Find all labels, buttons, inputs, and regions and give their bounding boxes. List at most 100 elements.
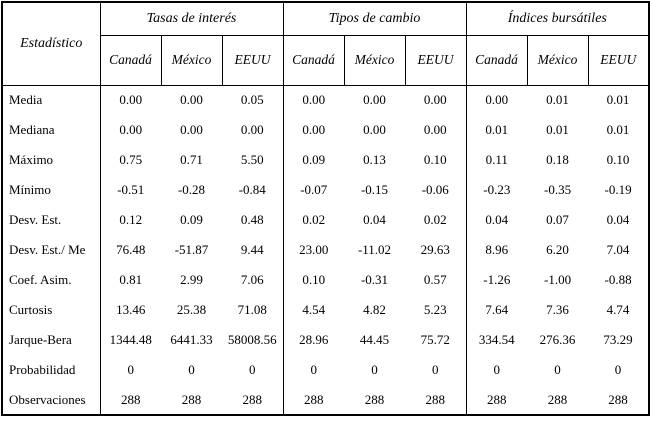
value-cell: 4.74 <box>606 302 630 317</box>
stat-column-header: Estadístico <box>2 2 101 86</box>
value-cell: 0 <box>371 362 378 377</box>
value-cell: 0 <box>432 362 439 377</box>
row-label: Probabilidad <box>9 362 76 377</box>
value-cell: 0.75 <box>99 145 161 175</box>
value-cell: 0 <box>188 362 195 377</box>
value-cell: 0.00 <box>282 115 345 145</box>
value-cell: 0.13 <box>363 152 386 167</box>
value-cell: 8.96 <box>465 235 528 265</box>
col-header: EEUU <box>587 35 650 86</box>
value-cell: 288 <box>425 391 446 407</box>
value-cell: 1344.48 <box>99 325 161 355</box>
value-cell: 75.72 <box>420 332 450 347</box>
value-cell: 0 <box>282 355 345 385</box>
value-cell: 23.00 <box>282 235 345 265</box>
table-row: Media 0.00 0.00 0.05 0.00 0.00 0.00 0.00… <box>2 85 649 115</box>
table-row: Coef. Asim. 0.81 2.99 7.06 0.10 -0.31 0.… <box>2 265 649 295</box>
value-cell: 0.04 <box>363 212 386 227</box>
row-label: Coef. Asim. <box>9 272 72 287</box>
row-label: Desv. Est./ Me <box>9 242 86 257</box>
value-cell: -0.06 <box>421 182 449 197</box>
value-cell: 44.45 <box>359 332 390 347</box>
group-title-tasas: Tasas de interés <box>99 2 284 36</box>
value-cell: -0.31 <box>360 272 389 287</box>
row-label: Observaciones <box>9 391 86 407</box>
value-cell: -0.07 <box>282 175 345 205</box>
value-cell: 0.04 <box>465 205 528 235</box>
value-cell: 9.44 <box>240 242 264 257</box>
value-cell: 0.00 <box>363 122 386 137</box>
value-cell: 0.05 <box>240 92 264 108</box>
value-cell: 58008.56 <box>227 332 277 347</box>
value-cell: 4.54 <box>282 295 345 325</box>
value-cell: 0 <box>249 362 256 377</box>
value-cell: 0.01 <box>606 92 630 108</box>
value-cell: 7.36 <box>546 302 569 317</box>
value-cell: 13.46 <box>99 295 161 325</box>
value-cell: 0.00 <box>363 92 386 108</box>
value-cell: 0.48 <box>240 212 264 227</box>
value-cell: 0.01 <box>546 122 569 137</box>
value-cell: 334.54 <box>465 325 528 355</box>
value-cell: 0.01 <box>465 115 528 145</box>
value-cell: 0.57 <box>423 272 447 287</box>
value-cell: 288 <box>282 385 345 415</box>
value-cell: 0.18 <box>546 152 569 167</box>
table-row: Probabilidad 0 0 0 0 0 0 0 0 0 <box>2 355 649 385</box>
value-cell: -0.19 <box>604 182 632 197</box>
col-header: México <box>160 35 222 86</box>
value-cell: 0.10 <box>606 152 630 167</box>
table-row: Máximo 0.75 0.71 5.50 0.09 0.13 0.10 0.1… <box>2 145 649 175</box>
value-cell: 0.02 <box>282 205 345 235</box>
row-label: Jarque-Bera <box>9 332 72 347</box>
value-cell: -0.35 <box>543 182 572 197</box>
value-cell: -1.26 <box>465 265 528 295</box>
value-cell: -0.88 <box>604 272 632 287</box>
value-cell: 71.08 <box>237 302 267 317</box>
value-cell: 0 <box>465 355 528 385</box>
value-cell: 6.20 <box>546 242 569 257</box>
table-row: Desv. Est. 0.12 0.09 0.48 0.02 0.04 0.02… <box>2 205 649 235</box>
value-cell: 0.00 <box>282 85 345 115</box>
value-cell: 0.01 <box>606 122 630 137</box>
table-row: Jarque-Bera 1344.48 6441.33 58008.56 28.… <box>2 325 649 355</box>
value-cell: 25.38 <box>176 302 207 317</box>
value-cell: 0.12 <box>99 205 161 235</box>
value-cell: 288 <box>364 391 385 407</box>
row-label: Desv. Est. <box>9 212 62 227</box>
col-header: Canadá <box>99 35 161 86</box>
value-cell: 0.00 <box>180 92 203 108</box>
value-cell: 0.09 <box>180 212 203 227</box>
group-title-tipos: Tipos de cambio <box>282 2 467 36</box>
value-cell: -0.84 <box>238 182 266 197</box>
value-cell: 7.06 <box>240 272 264 287</box>
row-label: Mínimo <box>9 182 51 197</box>
table-row: Observaciones 288 288 288 288 288 288 28… <box>2 385 649 415</box>
value-cell: 0.71 <box>180 152 203 167</box>
col-header: Canadá <box>282 35 345 86</box>
table-row: Mínimo -0.51 -0.28 -0.84 -0.07 -0.15 -0.… <box>2 175 649 205</box>
value-cell: 288 <box>465 385 528 415</box>
value-cell: 0.04 <box>606 212 630 227</box>
col-header: México <box>343 35 406 86</box>
value-cell: -51.87 <box>174 242 209 257</box>
value-cell: 0 <box>99 355 161 385</box>
value-cell: 276.36 <box>539 332 576 347</box>
value-cell: 0.00 <box>465 85 528 115</box>
value-cell: 7.04 <box>606 242 630 257</box>
table-row: Mediana 0.00 0.00 0.00 0.00 0.00 0.00 0.… <box>2 115 649 145</box>
value-cell: -0.28 <box>177 182 206 197</box>
col-header: EEUU <box>404 35 467 86</box>
row-label: Curtosis <box>9 302 53 317</box>
value-cell: 5.50 <box>240 152 264 167</box>
value-cell: -0.51 <box>99 175 161 205</box>
header-country-row: Canadá México EEUU Canadá México EEUU Ca… <box>2 35 650 86</box>
value-cell: 0.00 <box>180 122 203 137</box>
value-cell: 0.10 <box>282 265 345 295</box>
value-cell: 0.00 <box>99 85 161 115</box>
group-title-indices: Índices bursátiles <box>465 2 650 36</box>
value-cell: -0.23 <box>465 175 528 205</box>
value-cell: 73.29 <box>603 332 633 347</box>
row-label: Media <box>9 92 43 108</box>
